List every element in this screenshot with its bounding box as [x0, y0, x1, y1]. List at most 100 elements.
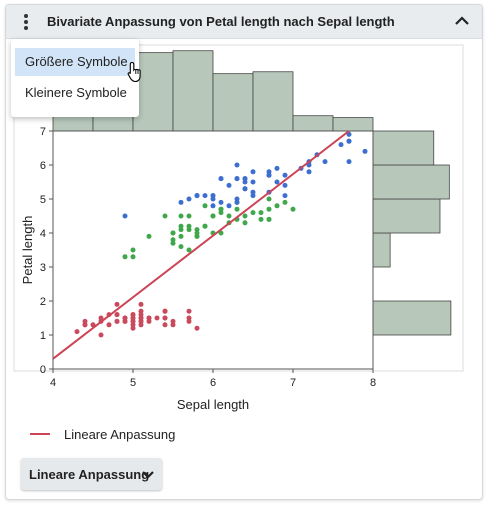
- scatter-point: [162, 308, 168, 314]
- scatter-point: [130, 247, 136, 253]
- chevron-down-icon: [141, 468, 155, 487]
- scatter-point: [186, 308, 192, 314]
- scatter-point: [202, 203, 208, 209]
- scatter-point: [98, 315, 104, 321]
- scatter-point: [234, 196, 240, 202]
- scatter-point: [202, 193, 208, 199]
- options-menu: Größere Symbole Kleinere Symbole: [11, 39, 139, 117]
- scatter-point: [202, 223, 208, 229]
- scatter-point: [242, 176, 248, 182]
- y-histogram-bar: [372, 232, 391, 268]
- scatter-point: [362, 148, 368, 154]
- scatter-point: [186, 227, 192, 233]
- x-histogram-bar: [252, 71, 294, 132]
- x-histogram-bar: [292, 115, 334, 132]
- scatter-point: [234, 176, 240, 182]
- scatter-point: [106, 322, 112, 328]
- scatter-point: [274, 179, 280, 185]
- scatter-point: [266, 206, 272, 212]
- scatter-point: [178, 244, 184, 250]
- scatter-point: [114, 312, 120, 318]
- scatter-point: [338, 142, 344, 148]
- scatter-point: [346, 159, 352, 165]
- scatter-point: [178, 227, 184, 233]
- scatter-point: [186, 247, 192, 253]
- panel-title: Bivariate Anpassung von Petal length nac…: [47, 14, 395, 29]
- scatter-point: [290, 206, 296, 212]
- scatter-point: [122, 213, 128, 219]
- scatter-point: [170, 322, 176, 328]
- scatter-point: [274, 165, 280, 171]
- scatter-point: [258, 210, 264, 216]
- hand-cursor-icon: [127, 61, 145, 88]
- y-axis-label: Petal length: [20, 216, 35, 285]
- y-histogram-bar: [372, 300, 452, 336]
- y-histogram-bar: [372, 198, 441, 234]
- scatter-point: [162, 213, 168, 219]
- regression-line: [53, 131, 350, 360]
- graph-frame: [13, 44, 464, 372]
- scatter-point: [306, 169, 312, 175]
- scatter-point: [154, 315, 160, 321]
- y-histogram-bar: [372, 130, 435, 166]
- linear-fit-dropdown-button[interactable]: Lineare Anpassung: [21, 458, 162, 490]
- scatter-point: [218, 199, 224, 205]
- scatter-point: [282, 193, 288, 199]
- scatter-point: [234, 206, 240, 212]
- scatter-point: [194, 233, 200, 239]
- x-histogram-bar: [132, 52, 174, 132]
- y-tick-label: 4: [40, 228, 46, 240]
- scatter-point: [162, 322, 168, 328]
- scatter-point: [98, 332, 104, 338]
- scatter-point: [250, 193, 256, 199]
- menu-item-larger-symbols[interactable]: Größere Symbole: [15, 48, 135, 76]
- scatter-point: [266, 196, 272, 202]
- scatter-point: [162, 315, 168, 321]
- scatter-point: [186, 196, 192, 202]
- scatter-point: [226, 213, 232, 219]
- scatter-point: [242, 220, 248, 226]
- scatter-point: [226, 182, 232, 188]
- scatter-point: [138, 322, 144, 328]
- scatter-point: [114, 301, 120, 307]
- scatter-point: [138, 312, 144, 318]
- scatter-point: [218, 230, 224, 236]
- scatter-point: [250, 169, 256, 175]
- more-options-icon[interactable]: [18, 11, 34, 33]
- scatter-point: [282, 172, 288, 178]
- scatter-point: [146, 315, 152, 321]
- x-tick-label: 4: [50, 377, 56, 389]
- y-tick-label: 7: [40, 126, 46, 138]
- scatter-point: [186, 318, 192, 324]
- scatter-point: [258, 216, 264, 222]
- scatter-point: [242, 186, 248, 192]
- scatter-point: [130, 315, 136, 321]
- scatter-point: [282, 182, 288, 188]
- scatter-point: [274, 203, 280, 209]
- plot-area: [52, 130, 374, 370]
- scatter-point: [138, 301, 144, 307]
- scatter-point: [178, 233, 184, 239]
- scatter-point: [114, 318, 120, 324]
- scatter-point: [218, 176, 224, 182]
- scatter-point: [146, 233, 152, 239]
- scatter-point: [194, 325, 200, 331]
- x-histogram-bar: [172, 50, 214, 132]
- panel-header: Bivariate Anpassung von Petal length nac…: [6, 5, 482, 39]
- y-tick-label: 5: [40, 194, 46, 206]
- x-tick-label: 8: [370, 377, 376, 389]
- scatter-point: [170, 237, 176, 243]
- scatter-point: [210, 193, 216, 199]
- x-axis-label: Sepal length: [177, 397, 249, 412]
- x-tick-label: 7: [290, 377, 296, 389]
- y-tick-label: 2: [40, 296, 46, 308]
- scatter-point: [122, 254, 128, 260]
- x-histogram-bar: [332, 117, 374, 132]
- menu-item-smaller-symbols[interactable]: Kleinere Symbole: [25, 85, 127, 100]
- scatter-point: [194, 193, 200, 199]
- scatter-point: [226, 203, 232, 209]
- scatter-point: [322, 159, 328, 165]
- scatter-point: [210, 213, 216, 219]
- y-histogram-bar: [372, 164, 450, 200]
- chevron-up-icon[interactable]: [452, 11, 472, 31]
